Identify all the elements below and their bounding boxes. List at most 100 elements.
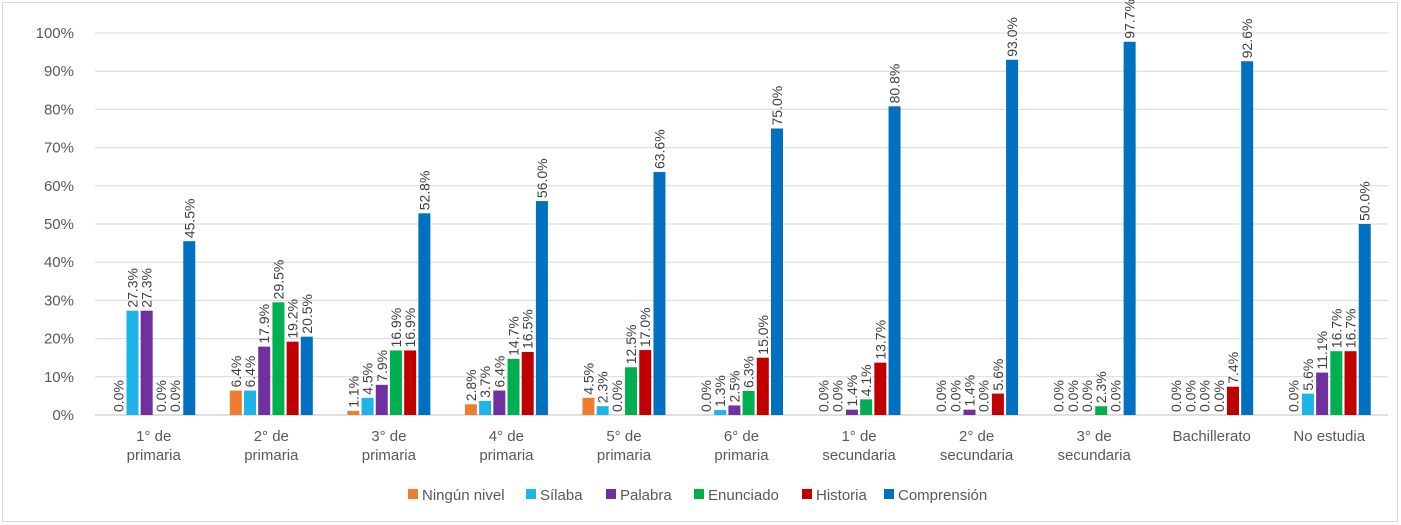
data-label: 0.0% <box>1107 380 1123 412</box>
x-tick-label: secundaria <box>1057 447 1131 464</box>
x-tick-label: primaria <box>714 447 769 464</box>
bar <box>1358 224 1371 415</box>
data-label: 16.7% <box>1328 309 1344 349</box>
data-label: 20.5% <box>299 294 315 334</box>
data-label: 93.0% <box>1004 17 1020 57</box>
x-tick-label: secundaria <box>822 447 896 464</box>
y-tick-label: 40% <box>44 254 74 271</box>
legend-swatch <box>408 489 418 499</box>
data-label: 0.0% <box>1182 380 1198 412</box>
data-label: 19.2% <box>285 299 301 339</box>
data-label: 0.0% <box>110 380 126 412</box>
y-tick-label: 10% <box>44 369 74 386</box>
bar <box>1316 372 1329 415</box>
bar <box>535 201 548 415</box>
data-label: 4.5% <box>360 363 376 395</box>
data-label: 16.9% <box>388 308 404 348</box>
data-label: 0.0% <box>830 380 846 412</box>
legend-label: Historia <box>816 487 868 504</box>
bar <box>183 241 196 415</box>
bar <box>639 350 652 415</box>
data-label: 0.0% <box>1051 380 1067 412</box>
bar <box>714 410 727 415</box>
data-label: 5.6% <box>1300 359 1316 391</box>
bar <box>756 357 769 415</box>
legend-label: Sílaba <box>540 487 583 504</box>
data-label: 97.7% <box>1122 0 1138 39</box>
y-tick-label: 0% <box>52 407 74 424</box>
bar <box>1095 406 1108 415</box>
data-label: 2.8% <box>463 369 479 401</box>
y-tick-label: 20% <box>44 331 74 348</box>
bar <box>625 367 638 415</box>
data-labels: 0.0%27.3%27.3%0.0%0.0%45.5%6.4%6.4%17.9%… <box>110 0 1372 412</box>
y-axis: 0% 10% 20% 30% 40% 50% 60% 70% 80% 90% 100% <box>36 25 74 424</box>
bar <box>1226 386 1239 415</box>
data-label: 0.0% <box>816 380 832 412</box>
bar <box>229 390 242 415</box>
data-label: 1.4% <box>961 375 977 407</box>
x-tick-label: primaria <box>479 447 534 464</box>
bar <box>272 302 285 415</box>
y-tick-label: 70% <box>44 140 74 157</box>
bar <box>742 390 755 415</box>
bar <box>1123 41 1136 415</box>
legend-label: Ningún nivel <box>422 487 505 504</box>
bar <box>963 409 976 415</box>
data-label: 0.0% <box>609 380 625 412</box>
data-label: 1.4% <box>844 375 860 407</box>
data-label: 45.5% <box>181 198 197 238</box>
bar <box>389 350 402 415</box>
x-tick-label: 4° de <box>489 428 524 445</box>
bar <box>728 405 741 415</box>
y-tick-label: 80% <box>44 101 74 118</box>
bar <box>258 346 271 415</box>
data-label: 4.1% <box>858 364 874 396</box>
data-label: 0.0% <box>947 380 963 412</box>
bars <box>126 41 1371 416</box>
data-label: 92.6% <box>1239 19 1255 59</box>
x-tick-label: Bachillerato <box>1172 428 1250 445</box>
data-label: 0.0% <box>1168 380 1184 412</box>
data-label: 50.0% <box>1357 181 1373 221</box>
y-tick-label: 60% <box>44 178 74 195</box>
bar <box>888 106 901 416</box>
legend-swatch <box>526 489 536 499</box>
bar <box>126 310 139 415</box>
x-tick-label: primaria <box>127 447 182 464</box>
data-label: 63.6% <box>651 129 667 169</box>
bar <box>991 393 1004 415</box>
bar <box>1301 393 1314 415</box>
x-tick-label: No estudia <box>1293 428 1365 445</box>
y-tick-label: 30% <box>44 292 74 309</box>
x-tick-label: 6° de <box>724 428 759 445</box>
bar <box>286 341 299 415</box>
legend-swatch <box>694 489 704 499</box>
bar <box>771 128 783 415</box>
data-label: 75.0% <box>769 86 785 126</box>
legend-label: Palabra <box>620 487 672 504</box>
legend-swatch <box>606 489 616 499</box>
bar <box>845 409 858 415</box>
data-label: 2.3% <box>595 371 611 403</box>
data-label: 2.3% <box>1093 371 1109 403</box>
bar <box>1241 61 1254 415</box>
y-tick-label: 50% <box>44 216 74 233</box>
data-label: 16.7% <box>1343 309 1359 349</box>
data-label: 17.0% <box>637 307 653 347</box>
data-label: 29.5% <box>270 260 286 300</box>
data-label: 14.7% <box>506 316 522 356</box>
x-tick-label: 1° de <box>841 428 876 445</box>
data-label: 7.9% <box>374 350 390 382</box>
x-tick-label: 1° de <box>136 428 171 445</box>
data-label: 6.4% <box>242 356 258 388</box>
data-label: 27.3% <box>124 268 140 308</box>
data-label: 12.5% <box>623 325 639 365</box>
data-label: 4.5% <box>580 363 596 395</box>
data-label: 6.4% <box>491 356 507 388</box>
bar <box>300 336 313 415</box>
bar <box>140 310 153 415</box>
data-label: 0.0% <box>1065 380 1081 412</box>
x-tick-label: primaria <box>244 447 299 464</box>
bar <box>582 397 595 415</box>
